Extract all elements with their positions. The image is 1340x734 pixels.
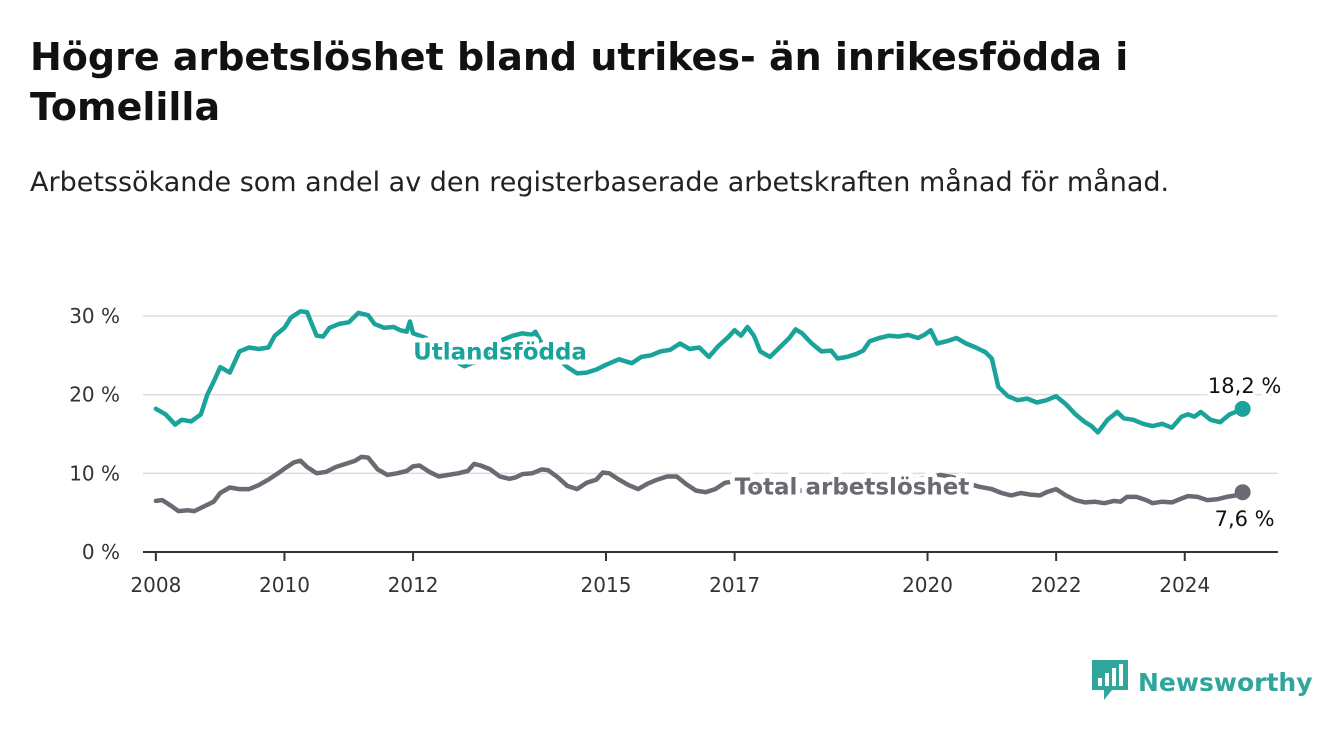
series-line-0 [153, 309, 1245, 435]
series-end-point-0 [1234, 400, 1251, 417]
series-end-point-1 [1234, 484, 1251, 501]
chart-subtitle: Arbetssökande som andel av den registerb… [30, 167, 1170, 198]
y-tick-label: 20 % [69, 383, 120, 407]
series-end-label-1: 7,6 % [1215, 507, 1275, 531]
x-tick-label: 2010 [259, 573, 310, 597]
series-end-label-0: 18,2 % [1208, 374, 1281, 398]
brand-logo: Newsworthy [1090, 660, 1313, 704]
series-name-label-1: Total arbetslöshet [735, 475, 970, 501]
bar-chart-logo-icon [1090, 658, 1130, 706]
y-tick-label: 30 % [69, 304, 120, 328]
x-tick-label: 2020 [902, 573, 953, 597]
y-tick-label: 0 % [82, 540, 120, 564]
x-tick-label: 2017 [709, 573, 760, 597]
x-tick-label: 2022 [1031, 573, 1082, 597]
x-tick-label: 2008 [130, 573, 181, 597]
x-tick-label: 2012 [388, 573, 439, 597]
x-tick-label: 2024 [1159, 573, 1210, 597]
series-line-1 [153, 454, 1245, 514]
y-tick-label: 10 % [69, 461, 120, 485]
chart-title: Högre arbetslöshet bland utrikes- än inr… [30, 35, 1129, 129]
brand-name: Newsworthy [1138, 667, 1313, 697]
x-tick-label: 2015 [581, 573, 632, 597]
series-name-label-0: Utlandsfödda [413, 339, 587, 365]
